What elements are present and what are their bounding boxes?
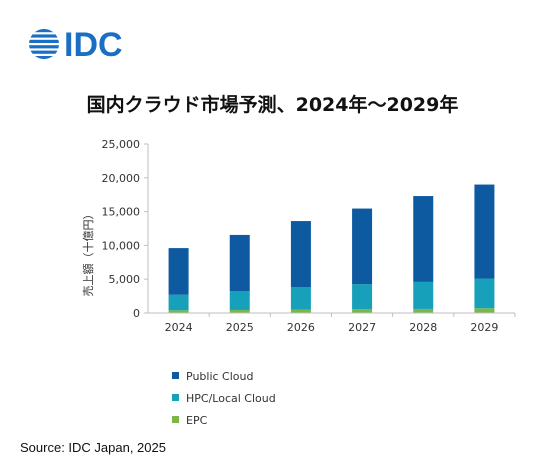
globe-icon <box>29 29 59 59</box>
bar-segment-hpc-local-cloud-2024 <box>168 294 189 311</box>
idc-logo: IDC <box>28 24 148 64</box>
bars <box>168 184 495 313</box>
globe-stripe <box>29 50 59 54</box>
globe-stripe <box>29 56 59 59</box>
logo-text: IDC <box>64 26 123 64</box>
legend-label: Public Cloud <box>186 370 253 383</box>
y-tick-label: 15,000 <box>102 206 141 219</box>
bar-segment-hpc-local-cloud-2026 <box>290 287 311 310</box>
bar-segment-hpc-local-cloud-2028 <box>413 281 434 309</box>
globe-stripe <box>29 34 59 38</box>
idc-logo-icon: IDC <box>29 26 123 64</box>
y-tick-label: 10,000 <box>102 239 141 252</box>
x-tick-label: 2026 <box>287 321 315 334</box>
bar-segment-public-cloud-2027 <box>352 208 373 285</box>
bar-segment-public-cloud-2024 <box>168 248 189 295</box>
legend-label: HPC/Local Cloud <box>186 392 276 405</box>
globe-stripe <box>29 39 59 43</box>
y-axis: 0 5,000 10,000 15,000 20,000 25,000 <box>102 138 149 320</box>
legend-swatch <box>172 416 179 423</box>
globe-stripe <box>29 45 59 49</box>
bar-segment-hpc-local-cloud-2029 <box>474 278 495 309</box>
legend-label: EPC <box>186 414 208 427</box>
legend-swatch <box>172 394 179 401</box>
bar-segment-epc-2026 <box>290 309 311 313</box>
bar-segment-public-cloud-2025 <box>229 234 250 292</box>
bar-segment-hpc-local-cloud-2027 <box>352 284 373 310</box>
legend-swatch <box>172 372 179 379</box>
bar-segment-epc-2024 <box>168 310 189 313</box>
y-tick-label: 25,000 <box>102 138 141 151</box>
globe-stripe <box>29 29 59 33</box>
bar-segment-hpc-local-cloud-2025 <box>229 291 250 310</box>
y-tick-label: 0 <box>133 307 140 320</box>
y-axis-label: 売上額（十億円） <box>81 209 95 297</box>
bar-segment-epc-2027 <box>352 309 373 313</box>
bar-segment-public-cloud-2028 <box>413 196 434 282</box>
x-tick-label: 2027 <box>348 321 376 334</box>
x-tick-label: 2029 <box>470 321 498 334</box>
x-tick-label: 2028 <box>409 321 437 334</box>
x-axis: 2024 2025 2026 2027 2028 2029 <box>148 312 516 334</box>
chart-title: 国内クラウド市場予測、2024年～2029年 <box>86 94 459 116</box>
bar-segment-public-cloud-2029 <box>474 184 495 279</box>
bar-segment-epc-2025 <box>229 309 250 313</box>
legend: Public Cloud HPC/Local Cloud EPC <box>172 370 276 427</box>
y-tick-label: 20,000 <box>102 172 141 185</box>
bar-segment-epc-2029 <box>474 308 495 313</box>
bar-segment-epc-2028 <box>413 308 434 313</box>
bar-segment-public-cloud-2026 <box>290 221 311 288</box>
x-tick-label: 2024 <box>165 321 193 334</box>
source-note: Source: IDC Japan, 2025 <box>20 440 166 455</box>
y-tick-label: 5,000 <box>109 273 141 286</box>
x-tick-label: 2025 <box>226 321 254 334</box>
